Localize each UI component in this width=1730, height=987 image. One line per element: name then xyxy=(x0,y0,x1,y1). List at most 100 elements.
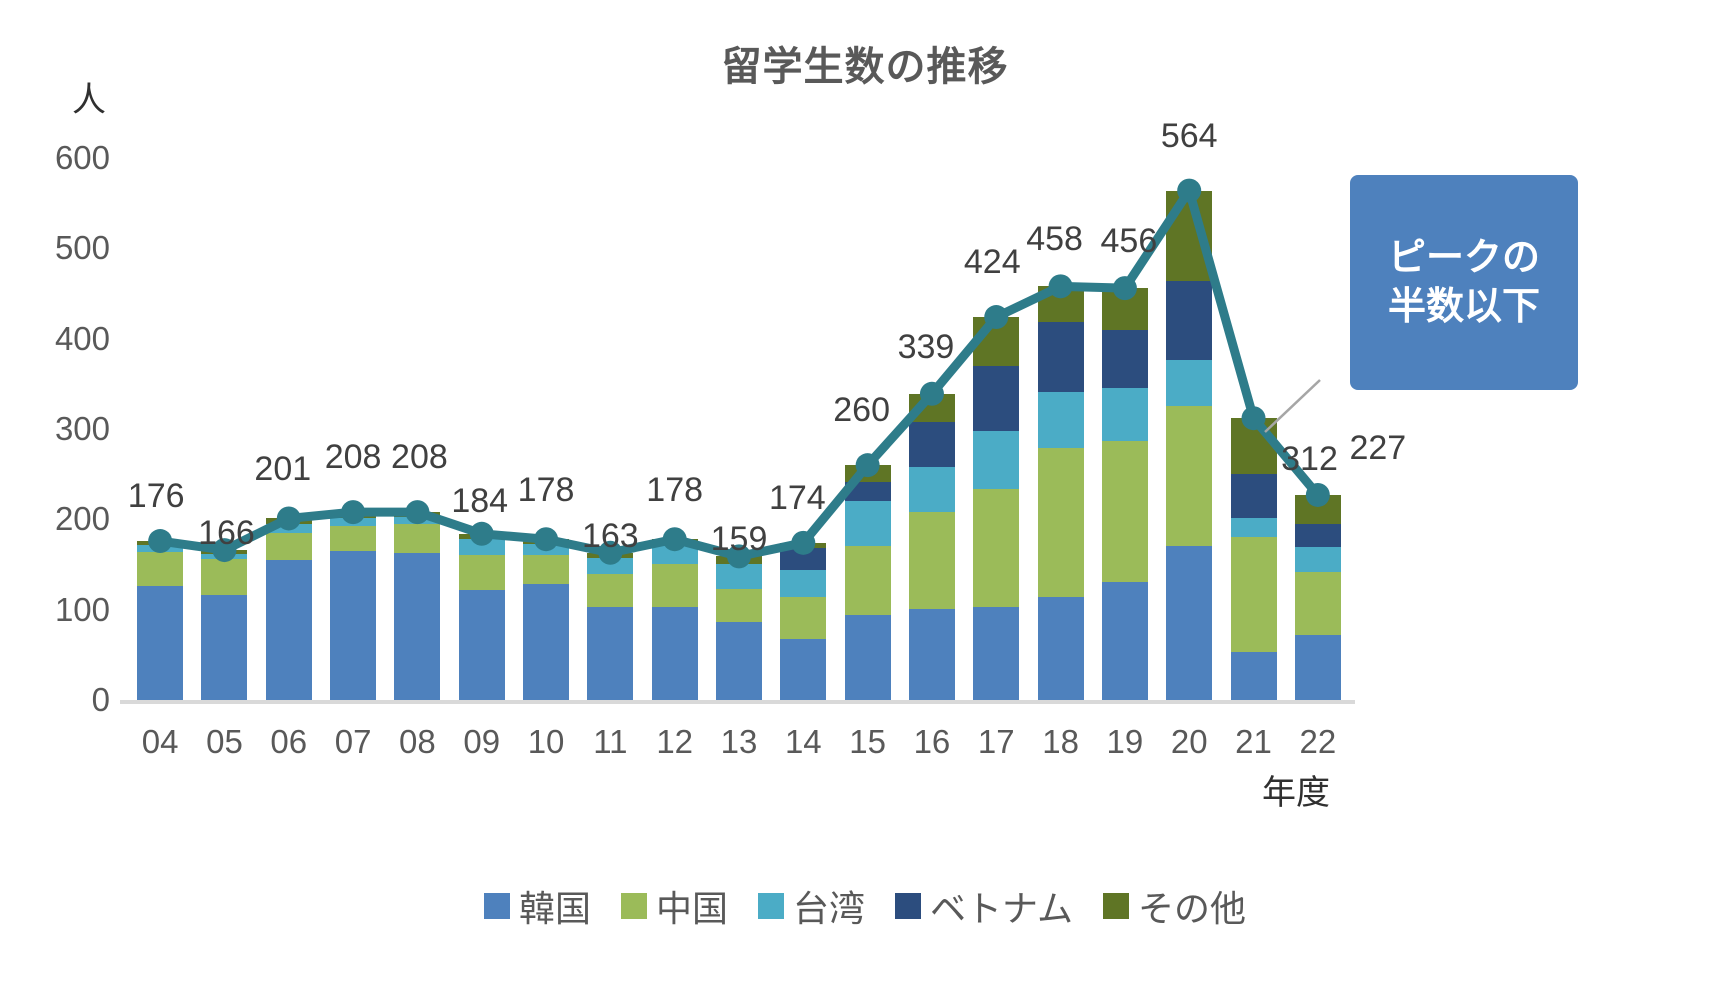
legend-item-台湾[interactable]: 台湾 xyxy=(758,880,865,932)
bar-05[interactable] xyxy=(201,550,248,700)
y-axis-tick-600: 600 xyxy=(54,139,110,177)
bar-segment-中国 xyxy=(587,573,634,607)
plot-area xyxy=(128,140,1350,700)
legend-label: 韓国 xyxy=(519,888,592,929)
bar-segment-ベトナム xyxy=(1101,329,1148,388)
data-label-22: 227 xyxy=(1349,428,1407,467)
bar-segment-韓国 xyxy=(651,606,698,700)
x-axis-tick-07: 07 xyxy=(334,723,372,760)
legend-swatch-icon xyxy=(895,893,922,919)
bar-segment-中国 xyxy=(973,488,1020,607)
bar-segment-その他 xyxy=(1230,418,1277,475)
x-axis-tick-21: 21 xyxy=(1235,723,1272,760)
bar-segment-台湾 xyxy=(458,539,505,555)
data-label-13: 159 xyxy=(710,520,768,559)
x-axis-tick-10: 10 xyxy=(527,723,565,760)
x-axis-tick-04: 04 xyxy=(141,723,179,760)
data-label-16: 339 xyxy=(897,327,955,366)
bar-16[interactable] xyxy=(908,393,955,700)
x-axis-tick-17: 17 xyxy=(977,723,1015,760)
bar-09[interactable] xyxy=(458,533,505,700)
bar-segment-中国 xyxy=(908,512,955,609)
bar-18[interactable] xyxy=(1037,286,1084,700)
bar-12[interactable] xyxy=(651,539,698,700)
legend-swatch-icon xyxy=(1102,893,1129,919)
x-axis-tick-14: 14 xyxy=(784,723,822,760)
legend-item-ベトナム[interactable]: ベトナム xyxy=(895,880,1073,932)
x-axis-tick-05: 05 xyxy=(206,723,243,760)
bar-segment-台湾 xyxy=(908,466,955,513)
x-axis-tick-08: 08 xyxy=(399,723,436,760)
bar-20[interactable] xyxy=(1166,190,1213,700)
bar-segment-韓国 xyxy=(1294,634,1341,700)
bar-08[interactable] xyxy=(394,512,441,700)
x-axis-tick-22: 22 xyxy=(1299,723,1337,760)
bar-segment-中国 xyxy=(1166,406,1213,546)
bar-segment-韓国 xyxy=(587,606,634,700)
bar-07[interactable] xyxy=(330,512,377,700)
bar-segment-中国 xyxy=(1037,448,1084,598)
bar-14[interactable] xyxy=(780,542,827,700)
bar-segment-韓国 xyxy=(780,638,827,700)
bar-segment-台湾 xyxy=(716,563,762,589)
bar-segment-その他 xyxy=(1294,495,1341,524)
y-axis-tick-100: 100 xyxy=(54,590,110,628)
bar-segment-その他 xyxy=(1101,288,1148,330)
bar-segment-韓国 xyxy=(137,586,184,700)
bar-06[interactable] xyxy=(265,518,312,700)
data-label-20: 564 xyxy=(1160,116,1218,155)
bar-segment-中国 xyxy=(330,525,377,551)
bar-segment-ベトナム xyxy=(780,548,827,570)
x-axis-tick-09: 09 xyxy=(463,723,501,760)
bar-11[interactable] xyxy=(587,552,634,700)
data-label-19: 456 xyxy=(1100,222,1158,261)
bar-21[interactable] xyxy=(1230,418,1277,700)
bar-segment-中国 xyxy=(1294,571,1341,635)
bar-segment-中国 xyxy=(1230,536,1277,653)
bar-13[interactable] xyxy=(716,556,762,700)
bar-segment-台湾 xyxy=(1294,547,1341,572)
legend-item-その他[interactable]: その他 xyxy=(1102,880,1246,932)
y-axis-tick-300: 300 xyxy=(54,410,110,448)
bar-segment-台湾 xyxy=(1166,359,1213,407)
bar-04[interactable] xyxy=(137,541,184,700)
bar-segment-台湾 xyxy=(1037,392,1084,449)
legend-swatch-icon xyxy=(621,893,648,919)
data-label-08: 208 xyxy=(391,438,448,477)
bar-segment-ベトナム xyxy=(844,482,891,502)
y-axis-tick-200: 200 xyxy=(54,500,110,538)
callout-line-2: 半数以下 xyxy=(1387,285,1540,328)
bar-segment-台湾 xyxy=(137,544,184,552)
x-axis-line xyxy=(120,700,1355,704)
bar-segment-台湾 xyxy=(587,558,634,574)
x-axis-tick-06: 06 xyxy=(270,723,308,760)
bar-segment-韓国 xyxy=(265,560,312,700)
bar-segment-中国 xyxy=(651,563,698,607)
bar-10[interactable] xyxy=(523,539,570,700)
bar-19[interactable] xyxy=(1101,288,1148,700)
bar-segment-台湾 xyxy=(523,543,570,555)
data-label-05: 166 xyxy=(198,514,255,553)
bar-segment-台湾 xyxy=(844,501,891,546)
bar-segment-その他 xyxy=(973,317,1020,366)
data-label-14: 174 xyxy=(768,478,826,517)
bar-22[interactable] xyxy=(1294,495,1341,700)
legend-item-韓国[interactable]: 韓国 xyxy=(484,880,591,932)
data-label-15: 260 xyxy=(833,391,890,430)
bar-segment-台湾 xyxy=(1230,518,1277,537)
bar-segment-台湾 xyxy=(265,523,312,533)
legend-label: その他 xyxy=(1137,888,1246,929)
bar-segment-韓国 xyxy=(844,615,891,700)
bar-segment-中国 xyxy=(201,559,248,596)
x-axis-tick-11: 11 xyxy=(593,723,628,760)
y-axis-tick-500: 500 xyxy=(54,229,110,267)
callout-box[interactable]: ピークの 半数以下 xyxy=(1350,175,1578,390)
y-axis-tick-400: 400 xyxy=(54,319,110,357)
legend-swatch-icon xyxy=(758,893,785,919)
bar-17[interactable] xyxy=(973,317,1020,700)
legend-label: 中国 xyxy=(656,888,729,929)
legend-item-中国[interactable]: 中国 xyxy=(621,880,728,932)
legend-swatch-icon xyxy=(484,893,510,919)
bar-15[interactable] xyxy=(844,465,891,700)
